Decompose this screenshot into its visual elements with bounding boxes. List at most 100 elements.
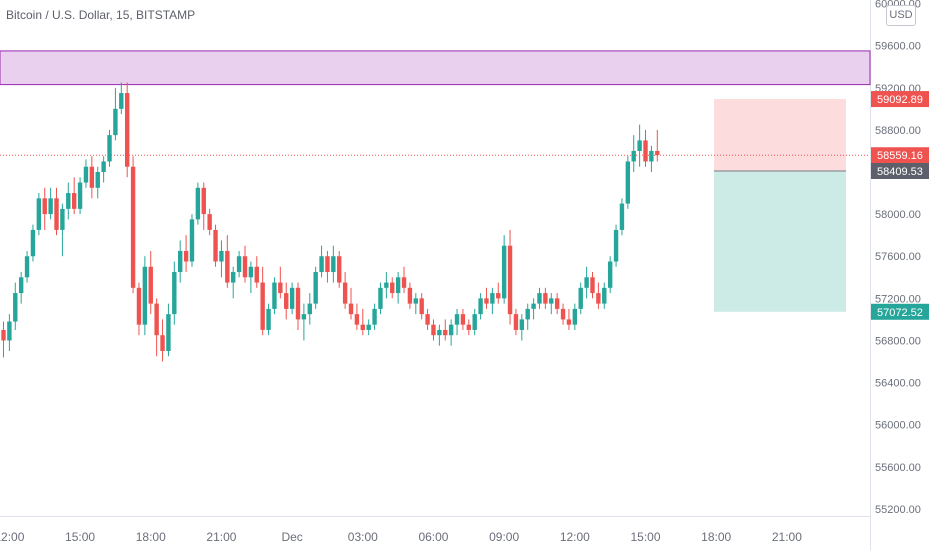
candle-body[interactable]: [625, 161, 631, 204]
candle-body[interactable]: [66, 193, 71, 209]
candle-body[interactable]: [607, 261, 613, 288]
candle-body[interactable]: [248, 266, 254, 278]
candle-body[interactable]: [295, 287, 301, 320]
candle-body[interactable]: [537, 293, 542, 304]
candle-body[interactable]: [531, 303, 536, 309]
candle-body[interactable]: [54, 198, 59, 230]
candle-body[interactable]: [207, 214, 212, 230]
candle-body[interactable]: [36, 198, 42, 230]
candle-body[interactable]: [30, 229, 36, 257]
candle-body[interactable]: [142, 266, 148, 325]
candle-body[interactable]: [272, 282, 277, 309]
candle-body[interactable]: [584, 277, 589, 288]
candle-body[interactable]: [7, 321, 12, 341]
candle-body[interactable]: [89, 166, 95, 188]
candle-body[interactable]: [490, 293, 495, 304]
entry-price-tag[interactable]: [871, 162, 929, 179]
candle-body[interactable]: [71, 193, 77, 209]
candle-body[interactable]: [42, 198, 47, 215]
candle-body[interactable]: [60, 208, 65, 230]
candle-body[interactable]: [195, 187, 201, 220]
candle-body[interactable]: [525, 308, 530, 320]
candle-body[interactable]: [136, 287, 142, 325]
candle-body[interactable]: [366, 324, 371, 330]
candle-body[interactable]: [443, 329, 448, 336]
candle-body[interactable]: [219, 250, 224, 262]
candle-body[interactable]: [549, 298, 554, 304]
candle-body[interactable]: [260, 282, 265, 330]
candle-body[interactable]: [331, 256, 336, 273]
candle-body[interactable]: [372, 308, 377, 325]
candle-body[interactable]: [590, 277, 595, 294]
candle-body[interactable]: [342, 282, 348, 304]
candle-body[interactable]: [266, 308, 271, 330]
candle-body[interactable]: [484, 298, 489, 304]
candle-body[interactable]: [437, 329, 442, 336]
candle-body[interactable]: [166, 314, 171, 351]
candle-body[interactable]: [201, 187, 206, 215]
candle-body[interactable]: [236, 256, 242, 273]
candle-body[interactable]: [602, 287, 607, 304]
candle-body[interactable]: [124, 93, 130, 167]
candle-body[interactable]: [18, 277, 24, 294]
currency-button[interactable]: USD: [886, 5, 916, 26]
candle-body[interactable]: [566, 319, 572, 325]
candle-body[interactable]: [378, 287, 383, 309]
candle-body[interactable]: [119, 93, 124, 109]
resistance-zone[interactable]: [0, 50, 871, 86]
candle-body[interactable]: [101, 161, 106, 172]
candle-body[interactable]: [95, 172, 100, 188]
candle-body[interactable]: [543, 293, 548, 304]
candle-body[interactable]: [496, 293, 501, 299]
candle-body[interactable]: [572, 308, 578, 325]
candle-body[interactable]: [554, 298, 560, 309]
candle-body[interactable]: [578, 287, 583, 309]
candle-body[interactable]: [1, 329, 6, 341]
candle-body[interactable]: [348, 303, 354, 315]
candle-body[interactable]: [460, 314, 466, 325]
candle-body[interactable]: [649, 150, 654, 162]
target-price-tag[interactable]: [871, 303, 929, 320]
candle-body[interactable]: [83, 166, 89, 183]
stop-loss-zone[interactable]: [714, 99, 846, 171]
candle-body[interactable]: [148, 266, 153, 304]
candle-body[interactable]: [319, 256, 324, 273]
candle-body[interactable]: [337, 256, 342, 283]
candle-body[interactable]: [284, 293, 289, 309]
candle-body[interactable]: [619, 203, 625, 230]
candle-body[interactable]: [519, 319, 525, 330]
candle-body[interactable]: [178, 250, 183, 273]
candle-body[interactable]: [242, 256, 248, 278]
candle-body[interactable]: [454, 314, 460, 325]
candle-body[interactable]: [107, 135, 112, 162]
candle-body[interactable]: [354, 314, 360, 325]
candle-body[interactable]: [407, 287, 413, 304]
candle-body[interactable]: [213, 229, 218, 262]
candle-body[interactable]: [390, 282, 395, 294]
take-profit-zone[interactable]: [714, 170, 846, 312]
candle-body[interactable]: [513, 314, 519, 330]
candle-body[interactable]: [325, 256, 330, 273]
candle-body[interactable]: [278, 282, 283, 294]
candle-body[interactable]: [419, 298, 424, 315]
candle-body[interactable]: [289, 287, 295, 309]
candle-body[interactable]: [466, 324, 472, 330]
candle-body[interactable]: [643, 140, 648, 162]
candle-body[interactable]: [431, 324, 436, 336]
candle-body[interactable]: [360, 324, 365, 330]
candle-body[interactable]: [231, 272, 236, 283]
candle-body[interactable]: [637, 140, 642, 151]
candle-body[interactable]: [395, 277, 401, 294]
candle-body[interactable]: [472, 314, 477, 330]
candle-body[interactable]: [183, 250, 189, 262]
candle-body[interactable]: [384, 282, 389, 288]
candle-body[interactable]: [48, 198, 53, 215]
candle-body[interactable]: [172, 272, 177, 315]
candle-body[interactable]: [655, 150, 660, 156]
candle-body[interactable]: [413, 298, 418, 304]
candle-body[interactable]: [254, 266, 259, 283]
candle-body[interactable]: [189, 219, 195, 262]
candle-body[interactable]: [313, 272, 318, 304]
candle-body[interactable]: [596, 293, 601, 304]
